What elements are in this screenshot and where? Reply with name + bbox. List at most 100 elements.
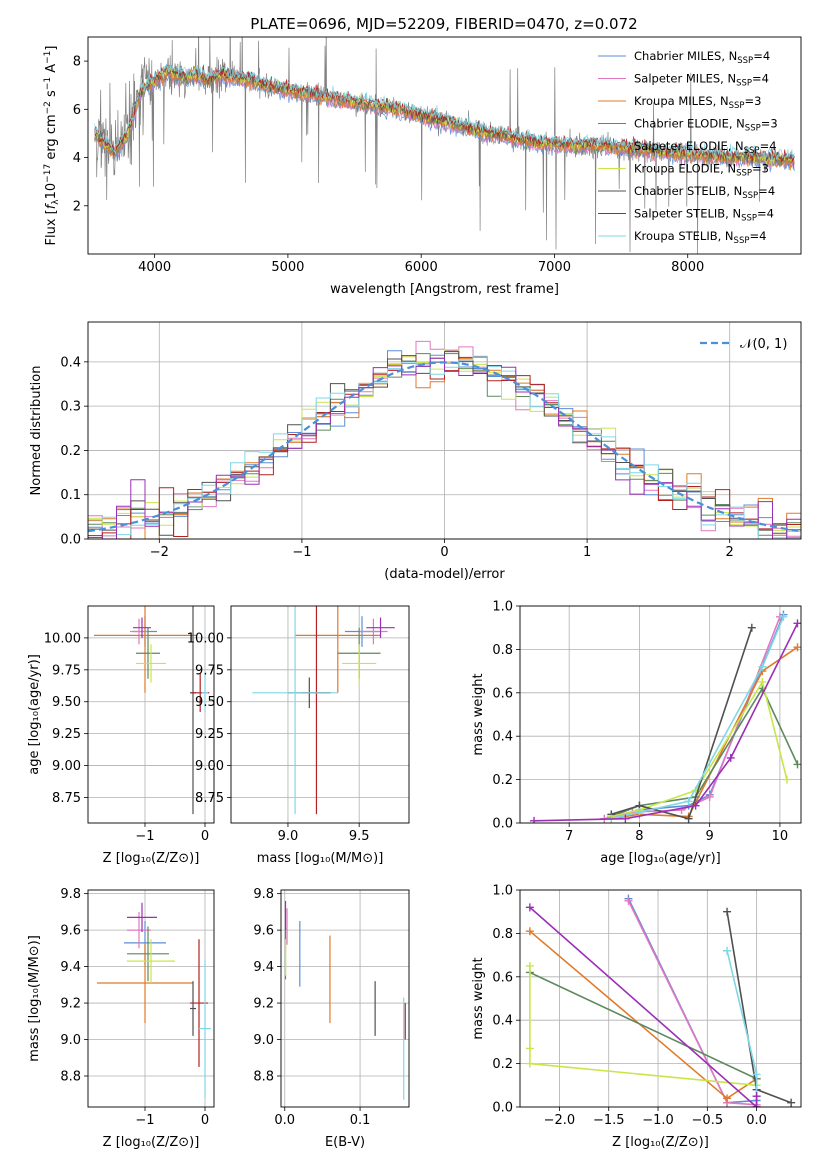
model-spectrum-line (94, 64, 795, 163)
x-tick-label: −2 (150, 545, 169, 560)
weight-point-marker (635, 808, 644, 817)
weight-point-marker (723, 946, 732, 955)
weight-point-marker (793, 619, 801, 628)
weight-point-marker (793, 643, 801, 652)
weight-point-marker (705, 792, 714, 801)
weight-point-marker (691, 801, 700, 810)
legend-nssp: 4 (759, 229, 766, 243)
weight-point-marker (758, 677, 767, 686)
x-tick-label: −1 (135, 1113, 154, 1128)
y-tick-label: 4 (73, 151, 81, 166)
x-tick-label: 9.5 (349, 829, 370, 844)
axes-border (87, 889, 215, 1108)
y-tick-label: 8.75 (195, 791, 224, 806)
legend-name: Salpeter ELODIE (634, 139, 728, 153)
plot-marks (97, 902, 211, 1098)
legend-sub: SSP (729, 101, 745, 111)
y-tick-label: 9.25 (195, 727, 224, 742)
weight-point-marker (723, 1094, 732, 1103)
x-tick-label: −1.5 (593, 1113, 625, 1128)
y-tick-label: 0.8 (492, 927, 513, 942)
weight-point-marker (677, 805, 686, 814)
weight-point-marker (752, 1103, 761, 1107)
weight-point-marker (758, 662, 767, 671)
plot-area (231, 606, 409, 823)
legend-nssp: 4 (763, 49, 770, 63)
y-tick-label: 8.8 (253, 1070, 274, 1085)
error-bar-point (136, 644, 166, 683)
x-axis-label: E(B-V) (325, 1135, 365, 1150)
weight-point-marker (525, 1044, 534, 1053)
y-tick-label: 0.4 (60, 355, 81, 370)
y-tick-label: 9.50 (195, 695, 224, 710)
y-tick-label: 9.75 (52, 663, 81, 678)
y-tick-label: 0.4 (492, 730, 513, 745)
error-bar-point (97, 942, 193, 1024)
error-bar-point (127, 926, 169, 982)
legend-name: Salpeter MILES (634, 72, 720, 86)
y-tick-label: 0.0 (60, 533, 81, 548)
y-axis-label: mass weight (471, 957, 486, 1039)
y-tick-label: 0.6 (492, 970, 513, 985)
legend-eq: = (761, 117, 771, 131)
legend-eq: = (758, 184, 768, 198)
y-axis-label: Flux [fλ10−17 erg cm−2 s−1 A−1] (43, 46, 61, 246)
residual-histogram-step (88, 357, 801, 539)
legend-eq: = (752, 72, 762, 86)
y-axis-label: Normed distribution (29, 366, 44, 496)
y-label-part: ] (44, 46, 59, 51)
y-tick-label: 9.75 (195, 663, 224, 678)
weight-point-marker (793, 760, 801, 769)
weight-point-marker (779, 612, 788, 621)
panel-spectrum: 4000 5000 6000 7000 8000 2 4 6 8 wavelength [Angs… (43, 36, 802, 297)
error-bar-point (190, 981, 196, 1036)
plot-marks (94, 606, 210, 815)
y-tick-label: 9.50 (52, 695, 81, 710)
legend-eq: = (749, 229, 759, 243)
x-tick-label: 0 (201, 829, 209, 844)
y-tick-label: 9.0 (253, 1033, 274, 1048)
legend-sep: , N (720, 162, 736, 176)
y-axis-label: age [log₁₀(age/yr)] (27, 654, 42, 775)
legend-sep: , N (729, 117, 745, 131)
y-tick-label: 2 (73, 199, 81, 214)
weight-point-marker (684, 814, 693, 823)
weight-point-marker (525, 961, 534, 970)
legend-eq: = (752, 162, 762, 176)
model-spectrum-line (94, 63, 795, 163)
y-tick-label: 0.3 (60, 400, 81, 415)
legend-label: Chabrier MILES, NSSP=4 (634, 49, 770, 66)
x-tick-label: 0 (201, 1113, 209, 1128)
weight-point-marker (525, 927, 534, 936)
weight-point-marker (787, 1098, 796, 1107)
y-axis-label: mass weight (471, 673, 486, 755)
legend-sub: SSP (742, 191, 758, 201)
error-bar-point (127, 911, 151, 949)
x-tick-label: 2 (726, 545, 734, 560)
y-tick-label: 9.8 (60, 887, 81, 902)
y-tick-label: 6 (73, 103, 81, 118)
weight-point-marker (684, 797, 693, 806)
y-tick-label: 8.75 (52, 791, 81, 806)
legend-label: 𝒩(0, 1) (740, 337, 787, 352)
y-tick-label: 0.8 (492, 643, 513, 658)
legend-nssp: 4 (768, 184, 775, 198)
y-tick-label: 9.2 (60, 997, 81, 1012)
error-bar-point (94, 606, 196, 693)
weight-series-line (529, 966, 757, 1087)
legend-name: Chabrier MILES (634, 49, 721, 63)
legend-name: Chabrier ELODIE (634, 117, 729, 131)
y-label-part: −1 (43, 77, 53, 90)
plot-area (281, 890, 409, 1107)
weight-point-marker (782, 775, 791, 784)
x-tick-label: 7 (565, 829, 573, 844)
legend-eq: = (760, 139, 770, 153)
axes-border (519, 889, 802, 1108)
legend-name: Salpeter STELIB (634, 207, 725, 221)
axes-border (87, 36, 802, 255)
weight-point-marker (525, 903, 534, 912)
y-label-part: 10 (44, 183, 59, 200)
x-tick-label: −0.5 (692, 1113, 724, 1128)
legend-eq: = (757, 207, 767, 221)
